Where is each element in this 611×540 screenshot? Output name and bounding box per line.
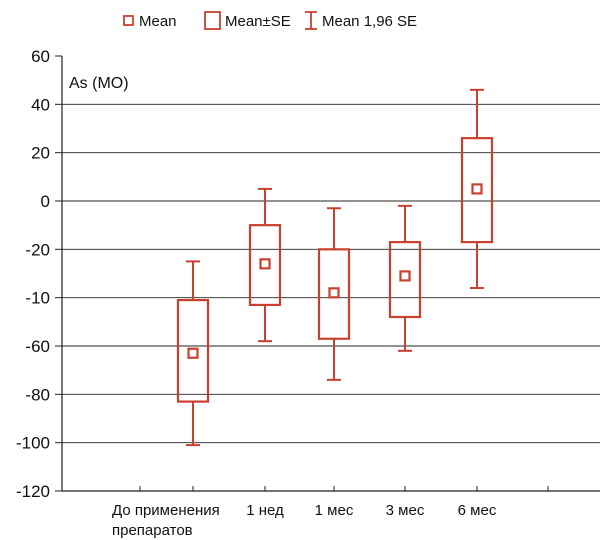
x-category-label: 1 нед bbox=[246, 502, 284, 519]
x-category-label: препаратов bbox=[112, 522, 193, 539]
mean-marker bbox=[259, 258, 271, 270]
se-box bbox=[248, 224, 282, 307]
x-category-label: 1 мес bbox=[315, 502, 354, 519]
box-marks bbox=[176, 88, 494, 447]
box-group bbox=[248, 187, 282, 343]
y-tick-label: -10 bbox=[25, 289, 50, 308]
gridlines bbox=[62, 103, 600, 444]
box-group bbox=[176, 260, 210, 447]
y-tick-label: -60 bbox=[25, 337, 50, 356]
axes bbox=[55, 55, 600, 492]
x-category-label: До применения bbox=[112, 502, 220, 519]
legend-label: Mean±SE bbox=[225, 13, 291, 30]
mean-marker bbox=[399, 270, 411, 282]
mean-marker bbox=[328, 287, 340, 299]
y-tick-label: 0 bbox=[41, 192, 50, 211]
x-category-label: 3 мес bbox=[386, 502, 425, 519]
se-box bbox=[460, 137, 494, 244]
legend-label: Mean 1,96 SE bbox=[322, 13, 417, 30]
mean-marker bbox=[187, 347, 199, 359]
y-tick-label: -20 bbox=[25, 240, 50, 259]
legend: Mean Mean±SE Mean 1,96 SE bbox=[123, 11, 417, 30]
y-tick-labels: 60 40 20 0 -20 -10 -60 -80 -100 -120 bbox=[16, 47, 50, 501]
box-group bbox=[388, 204, 422, 352]
y-tick-label: 20 bbox=[31, 144, 50, 163]
x-category-label: 6 мес bbox=[458, 502, 497, 519]
box-group bbox=[317, 207, 351, 381]
legend-label: Mean bbox=[139, 13, 177, 30]
box-group bbox=[460, 88, 494, 289]
se-box bbox=[176, 298, 210, 403]
y-axis-label: As (MO) bbox=[69, 75, 129, 92]
se-box bbox=[317, 248, 351, 340]
legend-mean-icon bbox=[123, 15, 134, 26]
y-tick-label: -80 bbox=[25, 385, 50, 404]
y-tick-label: -100 bbox=[16, 434, 50, 453]
y-tick-label: 60 bbox=[31, 47, 50, 66]
y-tick-label: 40 bbox=[31, 95, 50, 114]
mean-marker bbox=[471, 183, 483, 195]
x-category-labels: До применения препаратов 1 нед 1 мес 3 мес 6 … bbox=[112, 502, 497, 539]
y-tick-label: -120 bbox=[16, 482, 50, 501]
legend-box-icon bbox=[204, 11, 221, 30]
se-box bbox=[388, 240, 422, 319]
